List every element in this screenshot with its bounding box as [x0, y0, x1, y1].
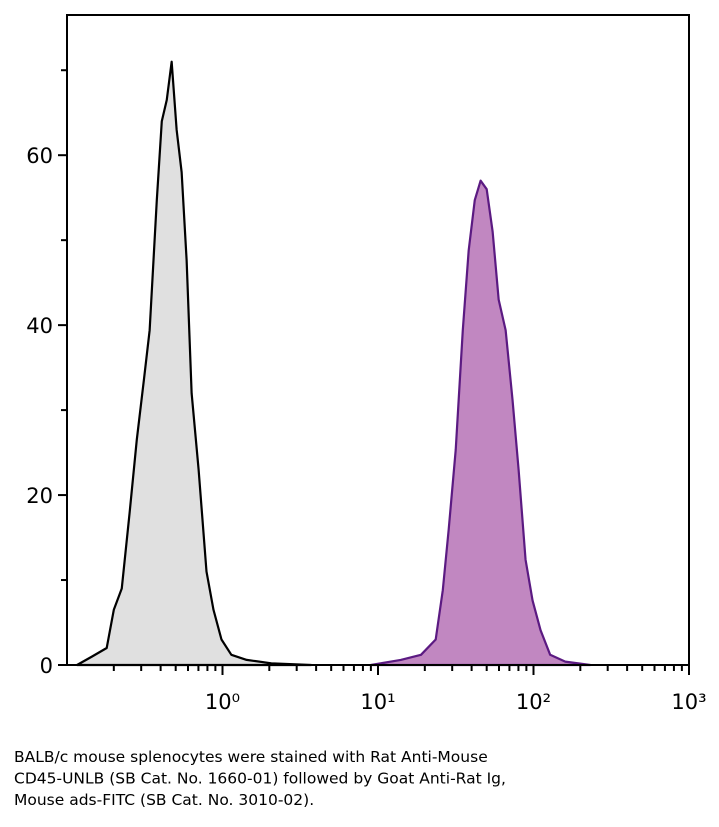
caption-line: Mouse ads-FITC (SB Cat. No. 3010-02). — [14, 791, 314, 809]
y-tick-label: 20 — [26, 484, 53, 508]
histogram-area — [75, 60, 313, 667]
histogram-area — [369, 179, 592, 667]
x-tick-label: 10³ — [671, 690, 706, 714]
y-tick-label: 60 — [26, 144, 53, 168]
y-tick-label: 40 — [26, 314, 53, 338]
x-tick-label: 10⁰ — [205, 690, 240, 714]
y-tick-label: 0 — [40, 654, 53, 678]
x-tick-label: 10¹ — [360, 690, 395, 714]
caption-line: CD45-UNLB (SB Cat. No. 1660-01) followed… — [14, 770, 506, 788]
x-tick-label: 10² — [516, 690, 551, 714]
caption-line: BALB/c mouse splenocytes were stained wi… — [14, 748, 488, 766]
